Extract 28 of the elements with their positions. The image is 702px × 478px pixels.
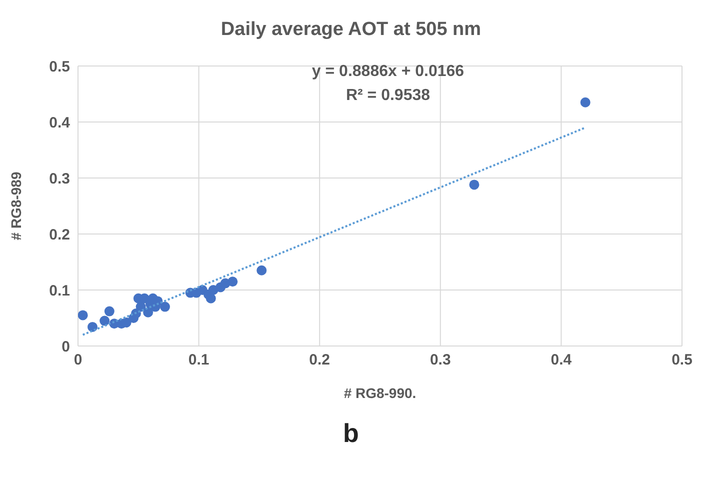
x-tick-label: 0: [74, 352, 82, 369]
x-tick-label: 0.1: [188, 352, 210, 369]
point: [100, 316, 110, 326]
point: [160, 302, 170, 312]
x-tick-label: 0.5: [672, 352, 692, 369]
annotation: R² = 0.9538: [344, 86, 432, 106]
point: [104, 306, 114, 316]
y-tick-label: 0.5: [49, 58, 70, 76]
point: [78, 310, 88, 320]
text: b: [342, 418, 360, 449]
y-tick-label: 0.3: [49, 170, 70, 188]
point: [580, 97, 590, 108]
y-tick-label: 0: [62, 338, 70, 356]
y-tick-label: 0.2: [49, 226, 70, 244]
point: [469, 180, 480, 190]
x-tick-label: 0.4: [550, 352, 572, 369]
point: [256, 265, 267, 276]
y-tick-label: 0.4: [49, 114, 71, 132]
x-tick-label: 0.3: [430, 352, 451, 369]
y-axis-title: # RG8-989: [8, 172, 24, 240]
x-tick-label: 0.2: [309, 352, 330, 369]
point: [121, 317, 132, 328]
chart-title: Daily average AOT at 505 nm: [220, 18, 482, 42]
y-tick-label: 0.1: [49, 282, 70, 300]
x-axis-title: # RG8-990.: [344, 385, 416, 401]
point: [206, 293, 216, 304]
annotation: y = 0.8886x + 0.0166: [310, 62, 466, 82]
point: [228, 276, 238, 287]
